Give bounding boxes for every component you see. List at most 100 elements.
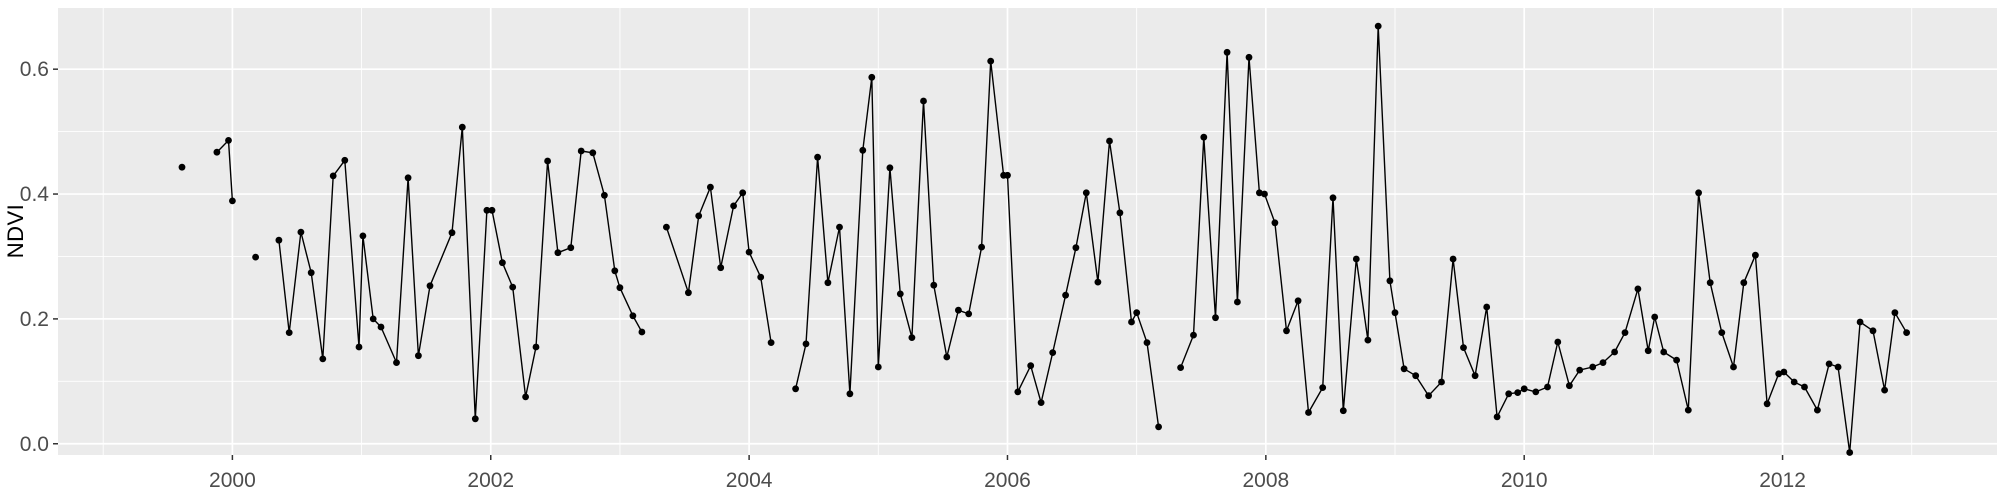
data-point (824, 279, 832, 287)
data-point (611, 267, 619, 275)
data-point (868, 73, 876, 81)
data-point (1532, 388, 1540, 396)
data-point (965, 310, 973, 318)
data-point (1082, 189, 1090, 197)
data-point (1846, 449, 1854, 456)
data-point (1483, 303, 1491, 311)
data-point (859, 146, 867, 154)
data-point (1775, 370, 1783, 378)
data-point (1386, 277, 1394, 285)
data-point (488, 206, 496, 214)
data-point (1374, 22, 1382, 30)
data-point (1660, 348, 1668, 356)
data-point (1790, 378, 1798, 386)
data-point (1554, 338, 1562, 346)
data-point (1352, 255, 1360, 263)
data-point (1116, 209, 1124, 217)
data-point (1834, 363, 1842, 371)
data-point (616, 284, 624, 292)
data-point (1740, 279, 1748, 287)
data-point (329, 172, 337, 180)
data-point (1856, 318, 1864, 326)
data-point (1599, 359, 1607, 366)
y-tick-label: 0.6 (20, 58, 49, 81)
data-point (1143, 339, 1151, 346)
data-point (943, 353, 951, 361)
data-point (739, 189, 747, 197)
data-point (1493, 413, 1501, 421)
data-point (1801, 383, 1808, 391)
data-point (589, 149, 597, 157)
data-point (1400, 365, 1408, 373)
data-point (355, 343, 363, 351)
data-point (1364, 336, 1372, 344)
data-point (987, 57, 995, 65)
data-point (1566, 382, 1573, 390)
data-point (601, 191, 608, 199)
data-point (229, 197, 236, 205)
data-point (663, 223, 670, 231)
data-point (814, 153, 821, 161)
data-point (1763, 400, 1771, 408)
data-point (1106, 137, 1113, 145)
data-point (377, 323, 385, 331)
data-point (629, 312, 637, 320)
data-point (1891, 309, 1899, 317)
data-point (1576, 366, 1584, 374)
data-point (695, 212, 703, 220)
data-point (1027, 362, 1035, 370)
data-point (836, 223, 843, 231)
data-point (252, 253, 259, 261)
data-point (532, 343, 540, 351)
data-point (307, 269, 315, 277)
data-point (757, 273, 765, 281)
data-point (1644, 347, 1652, 355)
data-point (1460, 344, 1467, 351)
data-point (1449, 255, 1457, 263)
data-point (886, 164, 894, 172)
data-point (1730, 363, 1737, 371)
x-tick-label: 2000 (209, 469, 256, 492)
data-point (1425, 392, 1432, 400)
data-point (1072, 244, 1080, 252)
data-point (471, 415, 479, 423)
data-point (458, 123, 466, 131)
data-point (1695, 189, 1702, 197)
data-point (369, 315, 377, 323)
data-point (920, 97, 927, 105)
data-point (1718, 329, 1726, 336)
data-point (1391, 309, 1399, 317)
data-point (1520, 385, 1528, 393)
data-point (1256, 189, 1263, 197)
x-tick-label: 2004 (726, 469, 773, 492)
data-point (1706, 279, 1714, 287)
data-point (707, 183, 714, 191)
data-point (1752, 251, 1759, 259)
data-point (802, 340, 810, 348)
data-point (1505, 390, 1513, 398)
data-point (1004, 171, 1011, 179)
data-point (685, 289, 692, 297)
data-point (717, 264, 725, 272)
data-point (1589, 363, 1597, 371)
data-point (1094, 278, 1102, 286)
y-tick-label: 0.4 (20, 183, 50, 206)
data-point (745, 248, 753, 256)
data-point (393, 359, 400, 366)
data-point (1177, 364, 1184, 371)
data-point (297, 228, 305, 236)
data-point (978, 243, 985, 251)
data-point (567, 244, 575, 252)
data-point (1471, 372, 1479, 380)
data-point (1128, 318, 1135, 326)
data-point (1283, 327, 1290, 335)
data-point (1271, 219, 1279, 227)
data-point (1305, 409, 1312, 416)
data-point (448, 229, 456, 237)
data-point (955, 306, 962, 314)
data-point (1049, 349, 1057, 356)
data-point (1062, 291, 1069, 299)
data-point (1190, 331, 1197, 339)
